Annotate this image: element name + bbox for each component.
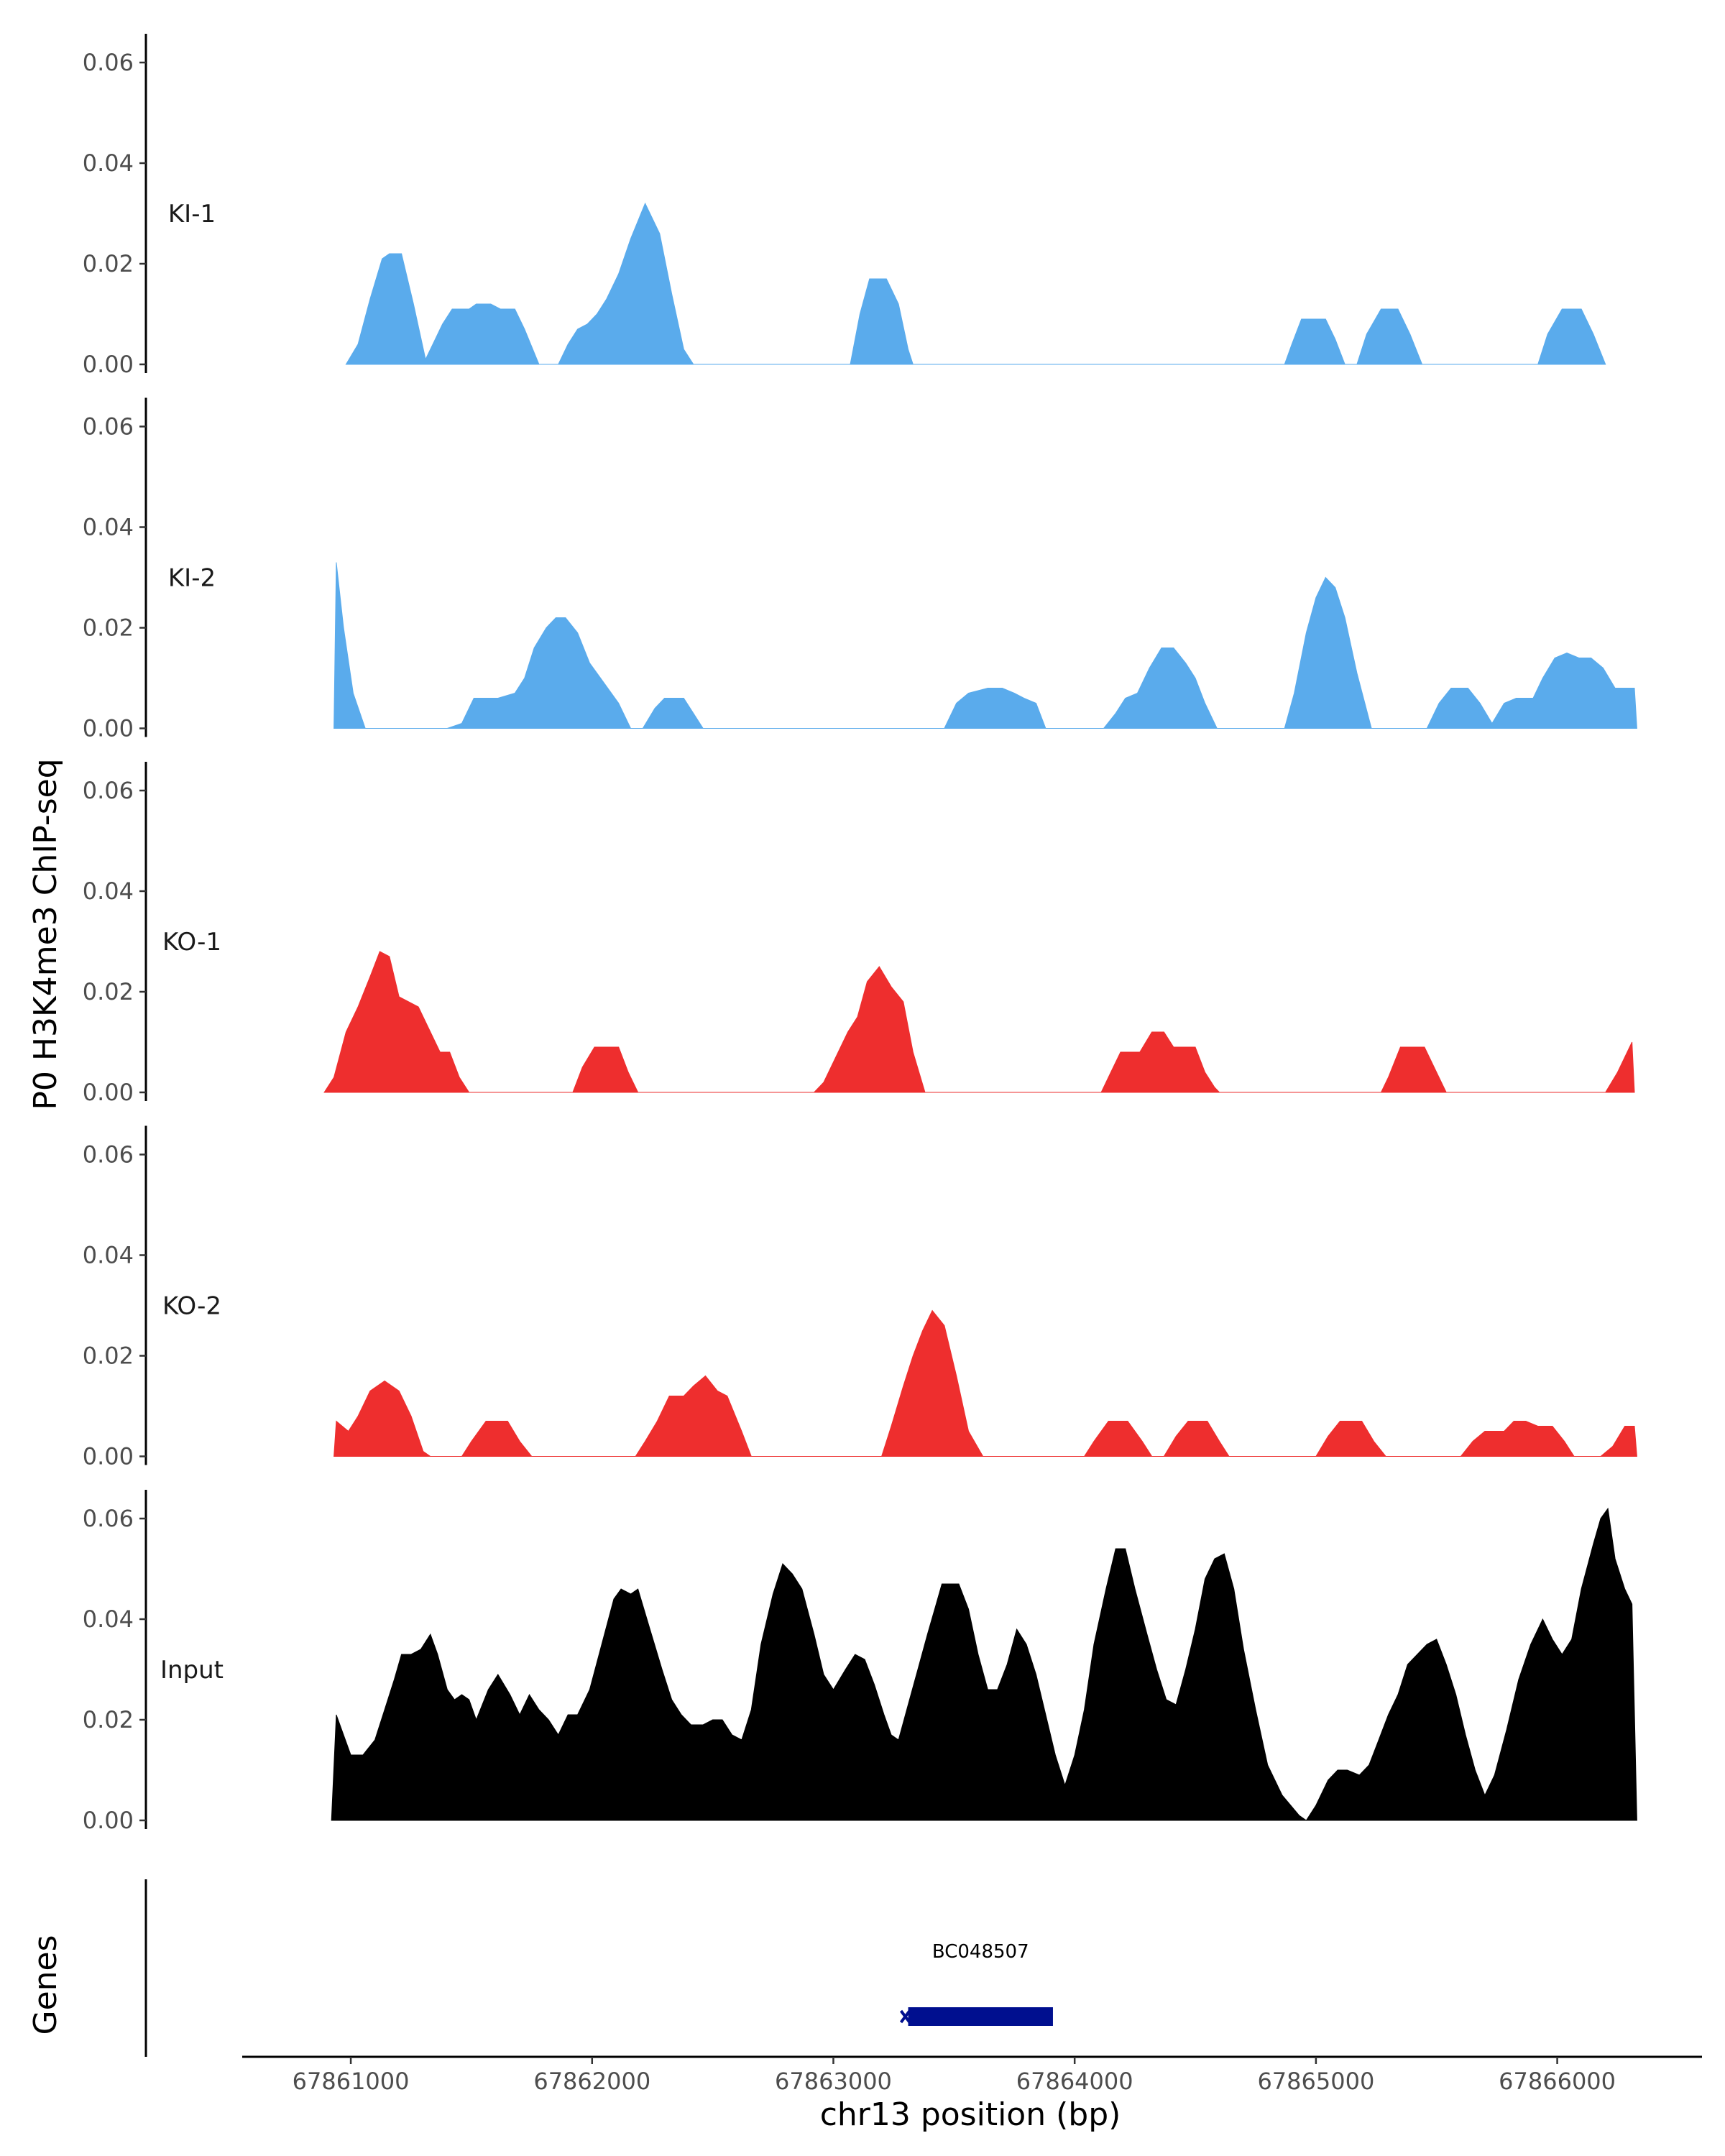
x-axis: 67861000 67862000 67863000 67864000 67865000…	[242, 2055, 1702, 2095]
y-tick-label: 0.04	[83, 1606, 134, 1633]
x-tick-label: 67861000	[293, 2068, 410, 2095]
y-tick-label: 0.02	[83, 1342, 134, 1370]
y-tick-label: 0.06	[83, 49, 134, 76]
y-tick-label: 0.02	[83, 614, 134, 642]
track-panel-ko-2: 0.00 0.02 0.04 0.06 KO-2	[83, 1125, 1637, 1470]
y-tick-label: 0.06	[83, 1505, 134, 1532]
gene-strand-mark	[899, 2009, 911, 2024]
gene-body-bc048507	[908, 2007, 1053, 2026]
signal-area-ki-1	[345, 202, 1606, 365]
chart-body: 0.00 0.02 0.04 0.06 KI-1 0.00 0.02 0.04 0.06 KI-2…	[83, 34, 1702, 2095]
track-panel-input: 0.00 0.02 0.04 0.06 Input	[83, 1490, 1637, 1834]
track-label: KO-1	[162, 928, 221, 957]
y-tick-label: 0.04	[83, 149, 134, 177]
y-tick-label: 0.04	[83, 1242, 134, 1269]
x-axis-title: chr13 position (bp)	[820, 2096, 1121, 2133]
x-tick-label: 67866000	[1499, 2068, 1616, 2095]
y-tick-label: 0.02	[83, 978, 134, 1005]
y-tick-label: 0.06	[83, 777, 134, 804]
y-tick-label: 0.04	[83, 877, 134, 905]
track-panel-ko-1: 0.00 0.02 0.04 0.06 KO-1	[83, 762, 1635, 1106]
track-label: KO-2	[162, 1292, 221, 1321]
track-label: KI-2	[168, 564, 216, 593]
y-tick-label: 0.00	[83, 1079, 134, 1106]
y-tick-label: 0.00	[83, 715, 134, 742]
y-tick-label: 0.02	[83, 1706, 134, 1733]
gene-track-title: Genes	[27, 1935, 64, 2035]
y-tick-label: 0.02	[83, 250, 134, 277]
y-tick-label: 0.00	[83, 1443, 134, 1470]
signal-area-ki-2	[334, 562, 1637, 729]
y-tick-label: 0.00	[83, 1807, 134, 1834]
signal-area-ko-1	[323, 951, 1635, 1093]
track-panel-ki-1: 0.00 0.02 0.04 0.06 KI-1	[83, 34, 1606, 378]
y-tick-label: 0.04	[83, 514, 134, 541]
track-panel-ki-2: 0.00 0.02 0.04 0.06 KI-2	[83, 397, 1637, 742]
gene-label: BC048507	[932, 1941, 1029, 1963]
x-tick-label: 67862000	[533, 2068, 650, 2095]
y-tick-label: 0.00	[83, 351, 134, 378]
x-tick-label: 67865000	[1257, 2068, 1374, 2095]
x-tick-label: 67863000	[775, 2068, 892, 2095]
signal-area-ko-2	[334, 1309, 1637, 1457]
track-label: KI-1	[168, 200, 216, 229]
signal-area-input	[331, 1507, 1637, 1821]
y-axis-title: P0 H3K4me3 ChIP-seq	[27, 758, 64, 1110]
x-tick-label: 67864000	[1016, 2068, 1133, 2095]
gene-track: BC048507	[144, 1879, 1053, 2057]
y-tick-label: 0.06	[83, 1141, 134, 1169]
y-tick-label: 0.06	[83, 413, 134, 441]
track-label: Input	[160, 1656, 224, 1685]
